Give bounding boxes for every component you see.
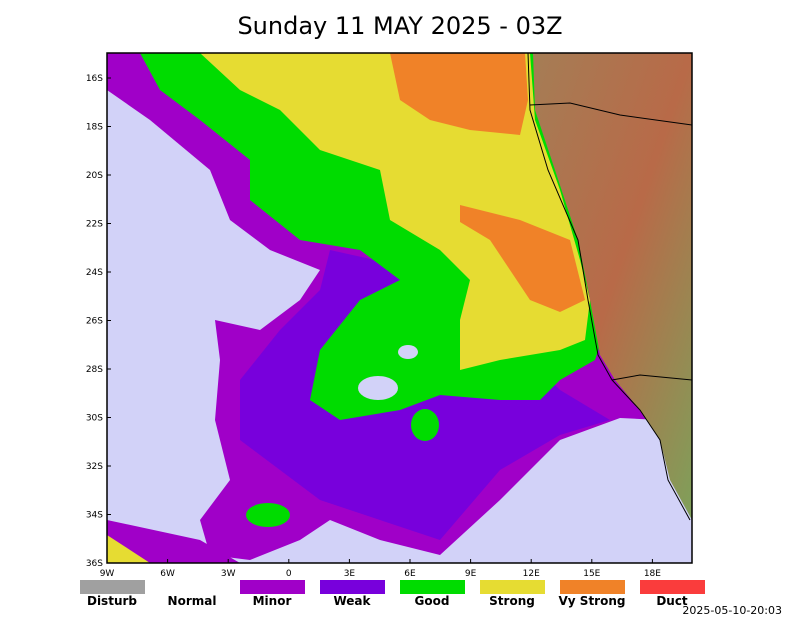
title: Sunday 11 MAY 2025 - 03Z: [237, 12, 562, 40]
lat-label: 26S: [86, 317, 103, 327]
legend-label: Good: [415, 594, 450, 608]
lon-label: 3W: [221, 569, 236, 579]
lat-label: 30S: [86, 414, 103, 424]
lon-label: 3E: [344, 569, 356, 579]
legend-swatch: [160, 580, 225, 594]
lon-label: 6W: [160, 569, 175, 579]
map: [107, 53, 692, 563]
lat-label: 20S: [86, 171, 103, 181]
lon-label: 9W: [100, 569, 115, 579]
legend-swatch: [480, 580, 545, 594]
lat-label: 22S: [86, 220, 103, 230]
legend-label: Duct: [656, 594, 688, 608]
legend-label: Strong: [489, 594, 535, 608]
legend-swatch: [640, 580, 705, 594]
legend-swatch: [400, 580, 465, 594]
lon-label: 6E: [404, 569, 416, 579]
lat-label: 28S: [86, 365, 103, 375]
legend-label: Disturb: [87, 594, 137, 608]
lat-label: 32S: [86, 462, 103, 472]
lat-label: 18S: [86, 123, 103, 133]
legend-label: Minor: [253, 594, 292, 608]
legend-swatch: [80, 580, 145, 594]
lat-label: 34S: [86, 511, 103, 521]
legend-label: Vy Strong: [559, 594, 626, 608]
lat-label: 24S: [86, 268, 103, 278]
lon-label: 0: [286, 569, 292, 579]
legend-label: Weak: [333, 594, 371, 608]
lat-label: 16S: [86, 74, 103, 84]
legend-swatch: [560, 580, 625, 594]
lon-label: 12E: [523, 569, 540, 579]
legend-swatch: [240, 580, 305, 594]
lon-label: 18E: [644, 569, 661, 579]
legend-label: Normal: [168, 594, 217, 608]
lon-label: 9E: [465, 569, 477, 579]
timestamp: 2025-05-10-20:03: [682, 604, 782, 617]
lat-label: 36S: [86, 559, 103, 569]
legend-swatch: [320, 580, 385, 594]
map-frame: [106, 52, 693, 564]
lon-label: 15E: [583, 569, 600, 579]
